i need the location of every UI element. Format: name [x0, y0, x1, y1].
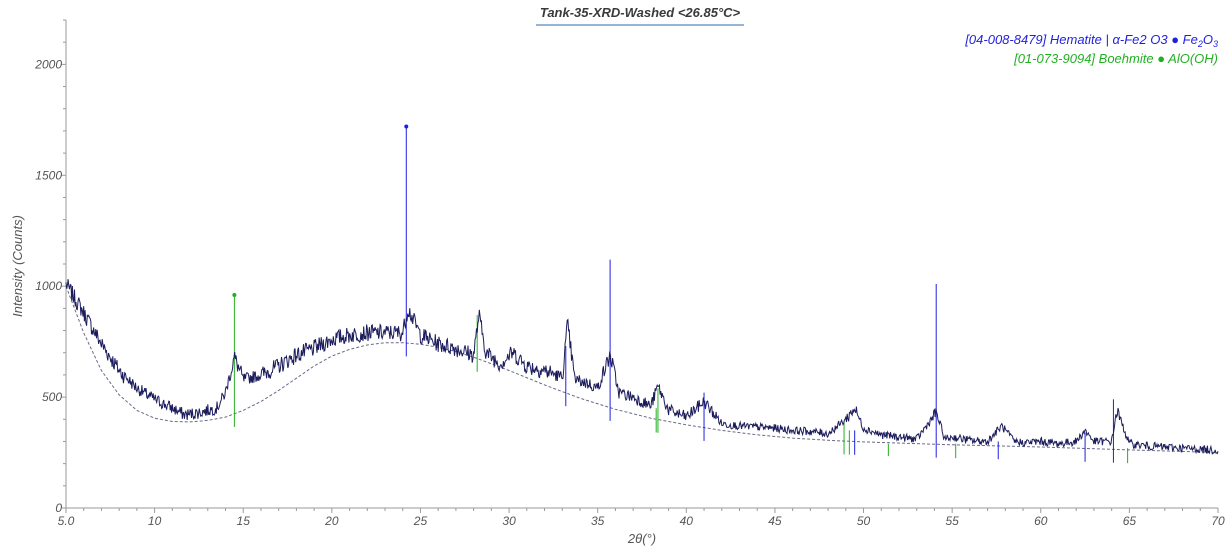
- y-tick-label: 500: [42, 390, 62, 404]
- legend: [04-008-8479] Hematite | α-Fe2 O3 ● Fe2O…: [964, 32, 1218, 66]
- pattern-group: [65, 279, 1219, 455]
- x-tick-label: 20: [324, 514, 339, 528]
- x-tick-label: 65: [1123, 514, 1137, 528]
- reference-markers-group: [232, 124, 409, 298]
- x-tick-label: 45: [768, 514, 782, 528]
- background-curve-group: [65, 286, 1219, 453]
- y-tick-label: 2000: [34, 57, 62, 71]
- hematite-marker: [404, 124, 409, 129]
- legend-entry-hematite: [04-008-8479] Hematite | α-Fe2 O3 ● Fe2O…: [964, 32, 1218, 49]
- y-tick-label: 0: [55, 501, 62, 515]
- reference-sticks-group: [233, 126, 1129, 464]
- boehmite-marker: [232, 293, 237, 298]
- background-curve-line: [65, 286, 1219, 453]
- x-tick-label: 35: [591, 514, 605, 528]
- chart-title: Tank-35-XRD-Washed <26.85°C>: [540, 5, 741, 20]
- x-tick-label: 30: [502, 514, 516, 528]
- y-axis-label: Intensity (Counts): [10, 215, 25, 317]
- x-tick-label: 60: [1034, 514, 1048, 528]
- x-tick-label: 5.0: [58, 514, 75, 528]
- measured-pattern-line: [65, 279, 1219, 455]
- x-axis-label: 2θ(°): [627, 531, 656, 546]
- x-tick-label: 55: [945, 514, 959, 528]
- y-tick-label: 1000: [35, 279, 62, 293]
- x-tick-label: 70: [1211, 514, 1225, 528]
- x-tick-label: 40: [680, 514, 694, 528]
- y-tick-label: 1500: [35, 168, 62, 182]
- axes: 5.0 10 15 20 25 30 35 40 45 50 55 60 65 70 0 500 1000 150…: [34, 19, 1225, 528]
- legend-entry-boehmite: [01-073-9094] Boehmite ● AlO(OH): [1013, 51, 1218, 66]
- x-tick-label: 15: [237, 514, 251, 528]
- x-tick-label: 25: [413, 514, 428, 528]
- x-tick-label: 50: [857, 514, 871, 528]
- x-tick-label: 10: [148, 514, 162, 528]
